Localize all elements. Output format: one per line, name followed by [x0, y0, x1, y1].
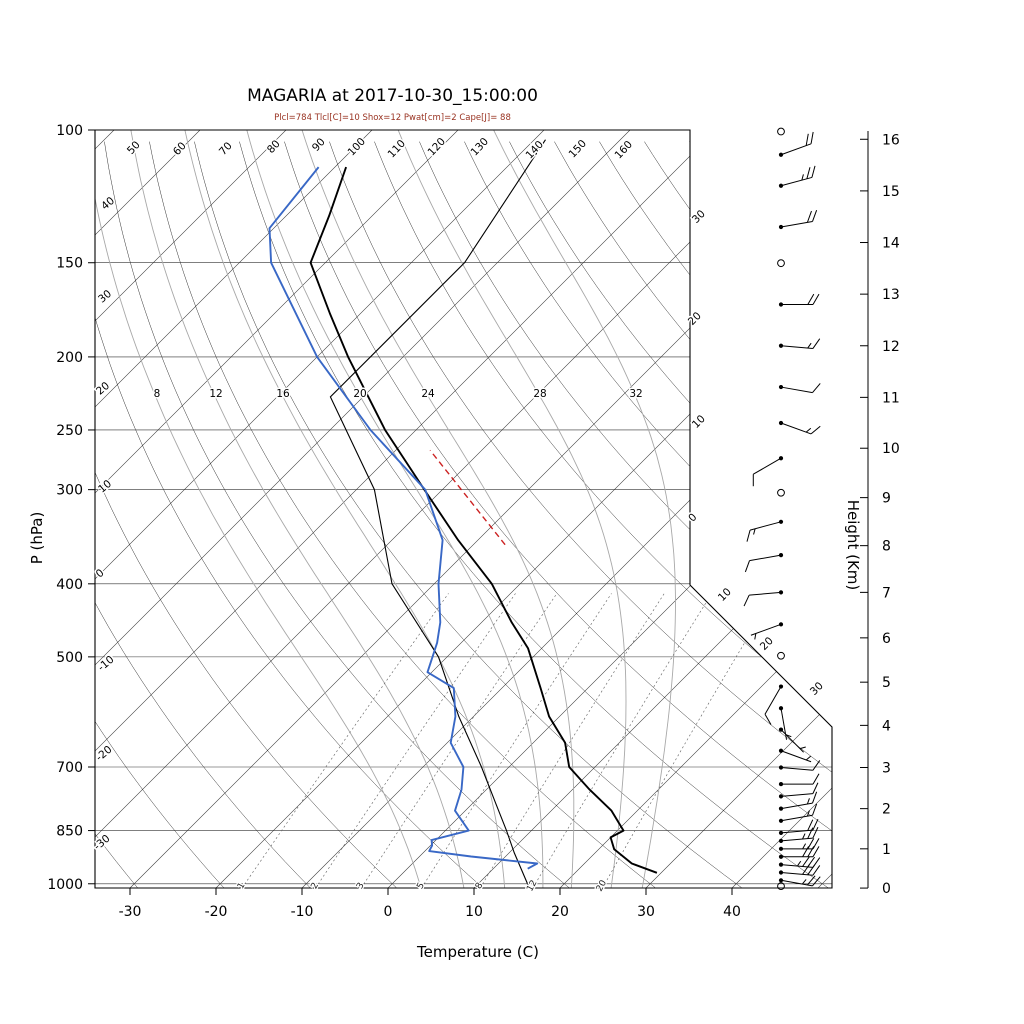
svg-text:16: 16 [882, 132, 900, 148]
svg-text:60: 60 [171, 140, 189, 158]
svg-text:20: 20 [353, 388, 366, 400]
svg-text:700: 700 [56, 760, 83, 776]
svg-text:-30: -30 [119, 904, 142, 920]
mixing-ratio-labels: 1 2 3 5 8 12 20 [235, 877, 611, 895]
svg-text:0: 0 [384, 904, 393, 920]
svg-text:32: 32 [629, 388, 642, 400]
svg-text:13: 13 [882, 287, 900, 303]
svg-text:400: 400 [56, 577, 83, 593]
svg-text:160: 160 [613, 139, 635, 162]
svg-text:250: 250 [56, 423, 83, 439]
plot-frame [94, 129, 833, 889]
svg-text:110: 110 [386, 138, 408, 161]
svg-text:2: 2 [882, 802, 891, 818]
svg-text:10: 10 [716, 586, 734, 604]
svg-text:30: 30 [96, 288, 114, 306]
svg-text:1000: 1000 [47, 877, 83, 893]
svg-text:12: 12 [525, 879, 539, 894]
svg-text:10: 10 [690, 413, 708, 431]
svg-text:20: 20 [551, 904, 569, 920]
svg-text:3: 3 [882, 761, 891, 777]
svg-text:30: 30 [637, 904, 655, 920]
svg-text:11: 11 [882, 390, 900, 406]
svg-text:300: 300 [56, 483, 83, 499]
svg-text:7: 7 [882, 585, 891, 601]
svg-text:850: 850 [56, 824, 83, 840]
sounding-curves [268, 139, 658, 886]
svg-text:-20: -20 [94, 744, 115, 764]
svg-text:-10: -10 [291, 904, 314, 920]
svg-text:5: 5 [882, 675, 891, 691]
svg-text:40: 40 [723, 904, 741, 920]
svg-text:-20: -20 [205, 904, 228, 920]
svg-text:0: 0 [882, 881, 891, 897]
dewpoint-curve [268, 166, 539, 870]
svg-text:8: 8 [882, 539, 891, 555]
svg-text:1: 1 [882, 842, 891, 858]
parcel-curve [329, 139, 546, 886]
svg-text:24: 24 [421, 388, 435, 400]
chart-title: MAGARIA at 2017-10-30_15:00:00 [247, 86, 538, 106]
svg-text:20: 20 [758, 635, 776, 653]
grid-lines [95, 130, 832, 888]
svg-text:16: 16 [276, 388, 290, 400]
svg-text:30: 30 [690, 208, 708, 226]
svg-text:200: 200 [56, 350, 83, 366]
svg-text:4: 4 [882, 718, 891, 734]
svg-text:500: 500 [56, 650, 83, 666]
svg-text:8: 8 [154, 388, 161, 400]
svg-text:90: 90 [310, 136, 328, 154]
svg-text:15: 15 [882, 184, 900, 200]
chart-subtitle: Plcl=784 Tlcl[C]=10 Shox=12 Pwat[cm]=2 C… [274, 113, 511, 123]
svg-text:9: 9 [882, 491, 891, 507]
pressure-axis: 100 150 200 250 300 400 500 700 850 1000 [47, 123, 95, 893]
svg-text:20: 20 [595, 878, 609, 893]
svg-text:20: 20 [686, 310, 704, 328]
svg-text:30: 30 [808, 680, 826, 698]
svg-text:120: 120 [426, 136, 448, 159]
pressure-axis-label: P (hPa) [28, 512, 46, 565]
temperature-axis-label: Temperature (C) [416, 943, 539, 961]
temperature-curve [309, 166, 658, 874]
svg-text:100: 100 [56, 123, 83, 139]
svg-text:150: 150 [56, 256, 83, 272]
wind-barbs [743, 127, 821, 891]
svg-text:12: 12 [209, 388, 222, 400]
svg-text:12: 12 [882, 339, 900, 355]
svg-text:150: 150 [567, 138, 589, 161]
svg-text:10: 10 [465, 904, 483, 920]
svg-text:50: 50 [125, 139, 143, 157]
svg-text:100: 100 [346, 136, 368, 159]
svg-text:10: 10 [882, 441, 900, 457]
cape-marker [429, 449, 506, 546]
height-axis-label: Height (Km) [844, 500, 862, 591]
svg-text:70: 70 [217, 140, 235, 158]
svg-text:0: 0 [686, 511, 699, 524]
svg-text:6: 6 [882, 631, 891, 647]
svg-text:20: 20 [94, 380, 112, 398]
svg-text:14: 14 [882, 236, 900, 252]
svg-text:130: 130 [469, 136, 491, 159]
svg-text:28: 28 [533, 388, 546, 400]
svg-text:80: 80 [265, 138, 283, 156]
temperature-axis: -30 -20 -10 0 10 20 30 40 [119, 888, 741, 920]
svg-text:140: 140 [524, 139, 546, 162]
